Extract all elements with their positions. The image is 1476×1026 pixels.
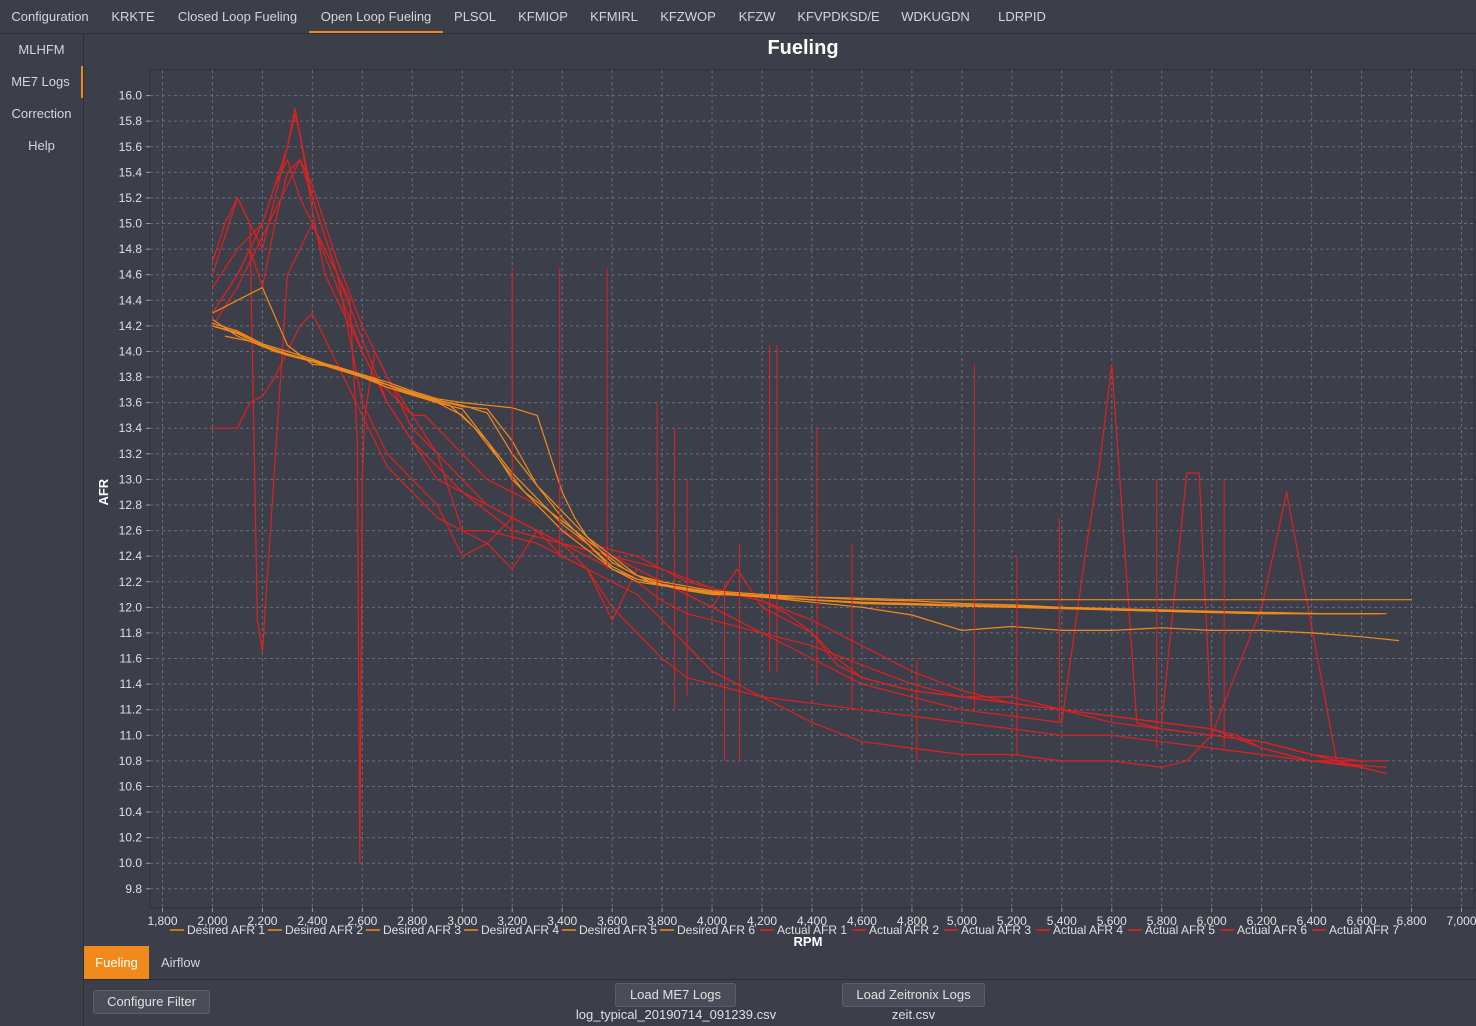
y-tick-label: 11.2 — [120, 703, 143, 717]
y-tick-label: 15.4 — [119, 165, 143, 179]
bottom-tab-fueling[interactable]: Fueling — [84, 946, 149, 979]
tab-krkte[interactable]: KRKTE — [100, 0, 166, 33]
y-tick-label: 13.0 — [119, 472, 143, 486]
legend-label: Desired AFR 6 — [677, 923, 755, 937]
y-tick-label: 14.2 — [119, 319, 143, 333]
y-tick-label: 15.8 — [119, 114, 143, 128]
legend-label: Desired AFR 2 — [285, 923, 363, 937]
y-tick-label: 10.8 — [119, 754, 143, 768]
legend-label: Actual AFR 7 — [1329, 923, 1399, 937]
me7-log-filename: log_typical_20190714_091239.csv — [560, 1007, 792, 1022]
y-tick-label: 12.0 — [119, 600, 143, 614]
legend-label: Desired AFR 4 — [481, 923, 559, 937]
zeitronix-log-filename: zeit.csv — [842, 1007, 985, 1022]
chart-title: Fueling — [767, 37, 838, 59]
y-tick-label: 15.0 — [119, 217, 143, 231]
y-tick-label: 10.0 — [119, 856, 143, 870]
load-me7-logs-button[interactable]: Load ME7 Logs — [615, 983, 736, 1007]
y-tick-label: 12.2 — [119, 575, 143, 589]
y-tick-label: 13.8 — [119, 370, 143, 384]
tab-ldrpid[interactable]: LDRPID — [981, 0, 1063, 33]
legend-label: Actual AFR 1 — [777, 923, 847, 937]
tab-plsol[interactable]: PLSOL — [443, 0, 507, 33]
y-tick-label: 13.2 — [119, 447, 143, 461]
y-tick-label: 13.4 — [119, 421, 143, 435]
legend-label: Desired AFR 5 — [579, 923, 657, 937]
y-tick-label: 9.8 — [125, 882, 142, 896]
sidebar-item-correction[interactable]: Correction — [0, 98, 83, 130]
y-tick-label: 14.8 — [119, 242, 143, 256]
tab-wdkugdn[interactable]: WDKUGDN — [890, 0, 981, 33]
x-tick-label: 7,000 — [1446, 914, 1476, 928]
tab-configuration[interactable]: Configuration — [0, 0, 100, 33]
tab-kfzwop[interactable]: KFZWOP — [649, 0, 727, 33]
y-tick-label: 12.6 — [119, 524, 143, 538]
top-tab-bar: Configuration KRKTE Closed Loop Fueling Ope… — [0, 0, 1476, 34]
sidebar-item-help[interactable]: Help — [0, 130, 83, 162]
sidebar: MLHFM ME7 Logs Correction Help — [0, 34, 84, 1026]
legend-label: Actual AFR 5 — [1145, 923, 1215, 937]
y-tick-label: 10.6 — [119, 779, 143, 793]
bottom-tab-bar: Fueling Airflow — [84, 946, 1476, 980]
x-tick-label: 1,800 — [147, 914, 177, 928]
y-tick-label: 15.2 — [119, 191, 143, 205]
y-tick-label: 11.4 — [120, 677, 143, 691]
legend-label: Actual AFR 6 — [1237, 923, 1307, 937]
legend-label: Actual AFR 2 — [869, 923, 939, 937]
y-tick-label: 12.8 — [119, 498, 143, 512]
y-tick-label: 14.0 — [119, 344, 143, 358]
tab-kfmirl[interactable]: KFMIRL — [579, 0, 649, 33]
y-tick-label: 11.6 — [120, 652, 143, 666]
legend-label: Desired AFR 3 — [383, 923, 461, 937]
tab-kfmiop[interactable]: KFMIOP — [507, 0, 579, 33]
load-zeitronix-logs-button[interactable]: Load Zeitronix Logs — [842, 983, 985, 1007]
plot-area — [150, 70, 1474, 908]
y-tick-label: 10.2 — [119, 831, 143, 845]
sidebar-item-mlhfm[interactable]: MLHFM — [0, 34, 83, 66]
tab-kfzw[interactable]: KFZW — [727, 0, 787, 33]
sidebar-item-me7-logs[interactable]: ME7 Logs — [0, 66, 83, 98]
y-tick-label: 11.8 — [120, 626, 143, 640]
y-tick-label: 14.4 — [119, 293, 143, 307]
y-tick-label: 16.0 — [119, 89, 143, 103]
bottom-tab-airflow[interactable]: Airflow — [149, 946, 212, 979]
tab-closed-loop-fueling[interactable]: Closed Loop Fueling — [166, 0, 309, 33]
y-tick-label: 10.4 — [119, 805, 143, 819]
y-tick-label: 12.4 — [119, 549, 143, 563]
x-tick-label: 6,800 — [1397, 914, 1427, 928]
legend-label: Actual AFR 3 — [961, 923, 1031, 937]
y-axis-label: AFR — [96, 478, 111, 505]
y-tick-label: 15.6 — [119, 140, 143, 154]
y-tick-label: 13.6 — [119, 396, 143, 410]
legend-label: Actual AFR 4 — [1053, 923, 1123, 937]
legend-label: Desired AFR 1 — [187, 923, 265, 937]
y-tick-label: 14.6 — [119, 268, 143, 282]
chart-panel: Fueling 1,800 2,000 2,200 2,400 2,600 2,800 3,0… — [84, 34, 1476, 946]
tab-open-loop-fueling[interactable]: Open Loop Fueling — [309, 0, 443, 33]
fueling-chart: Fueling 1,800 2,000 2,200 2,400 2,600 2,800 3,0… — [84, 34, 1476, 946]
configure-filter-button[interactable]: Configure Filter — [93, 990, 210, 1014]
tab-kfvpdksd-e[interactable]: KFVPDKSD/E — [787, 0, 890, 33]
y-tick-label: 11.0 — [120, 728, 143, 742]
